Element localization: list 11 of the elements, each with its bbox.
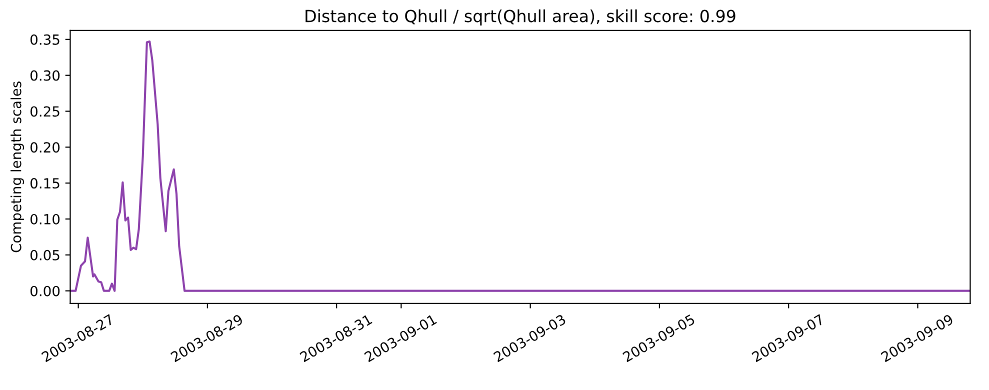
chart-title: Distance to Qhull / sqrt(Qhull area), skill score: 0.99 xyxy=(306,9,736,26)
line-series xyxy=(70,40,970,292)
y-tick-label: 0.10 xyxy=(30,214,60,224)
y-tick-label: 0.25 xyxy=(30,106,60,117)
y-tick-label: 0.20 xyxy=(30,142,60,153)
y-tick-label: 0.05 xyxy=(30,250,60,260)
y-tick-label: 0.15 xyxy=(30,178,60,189)
y-tick-label: 0.30 xyxy=(30,70,60,81)
y-tick-label: 0.00 xyxy=(30,286,60,296)
y-axis-title: Competing length scales xyxy=(10,82,24,252)
y-tick-label: 0.35 xyxy=(30,34,60,45)
